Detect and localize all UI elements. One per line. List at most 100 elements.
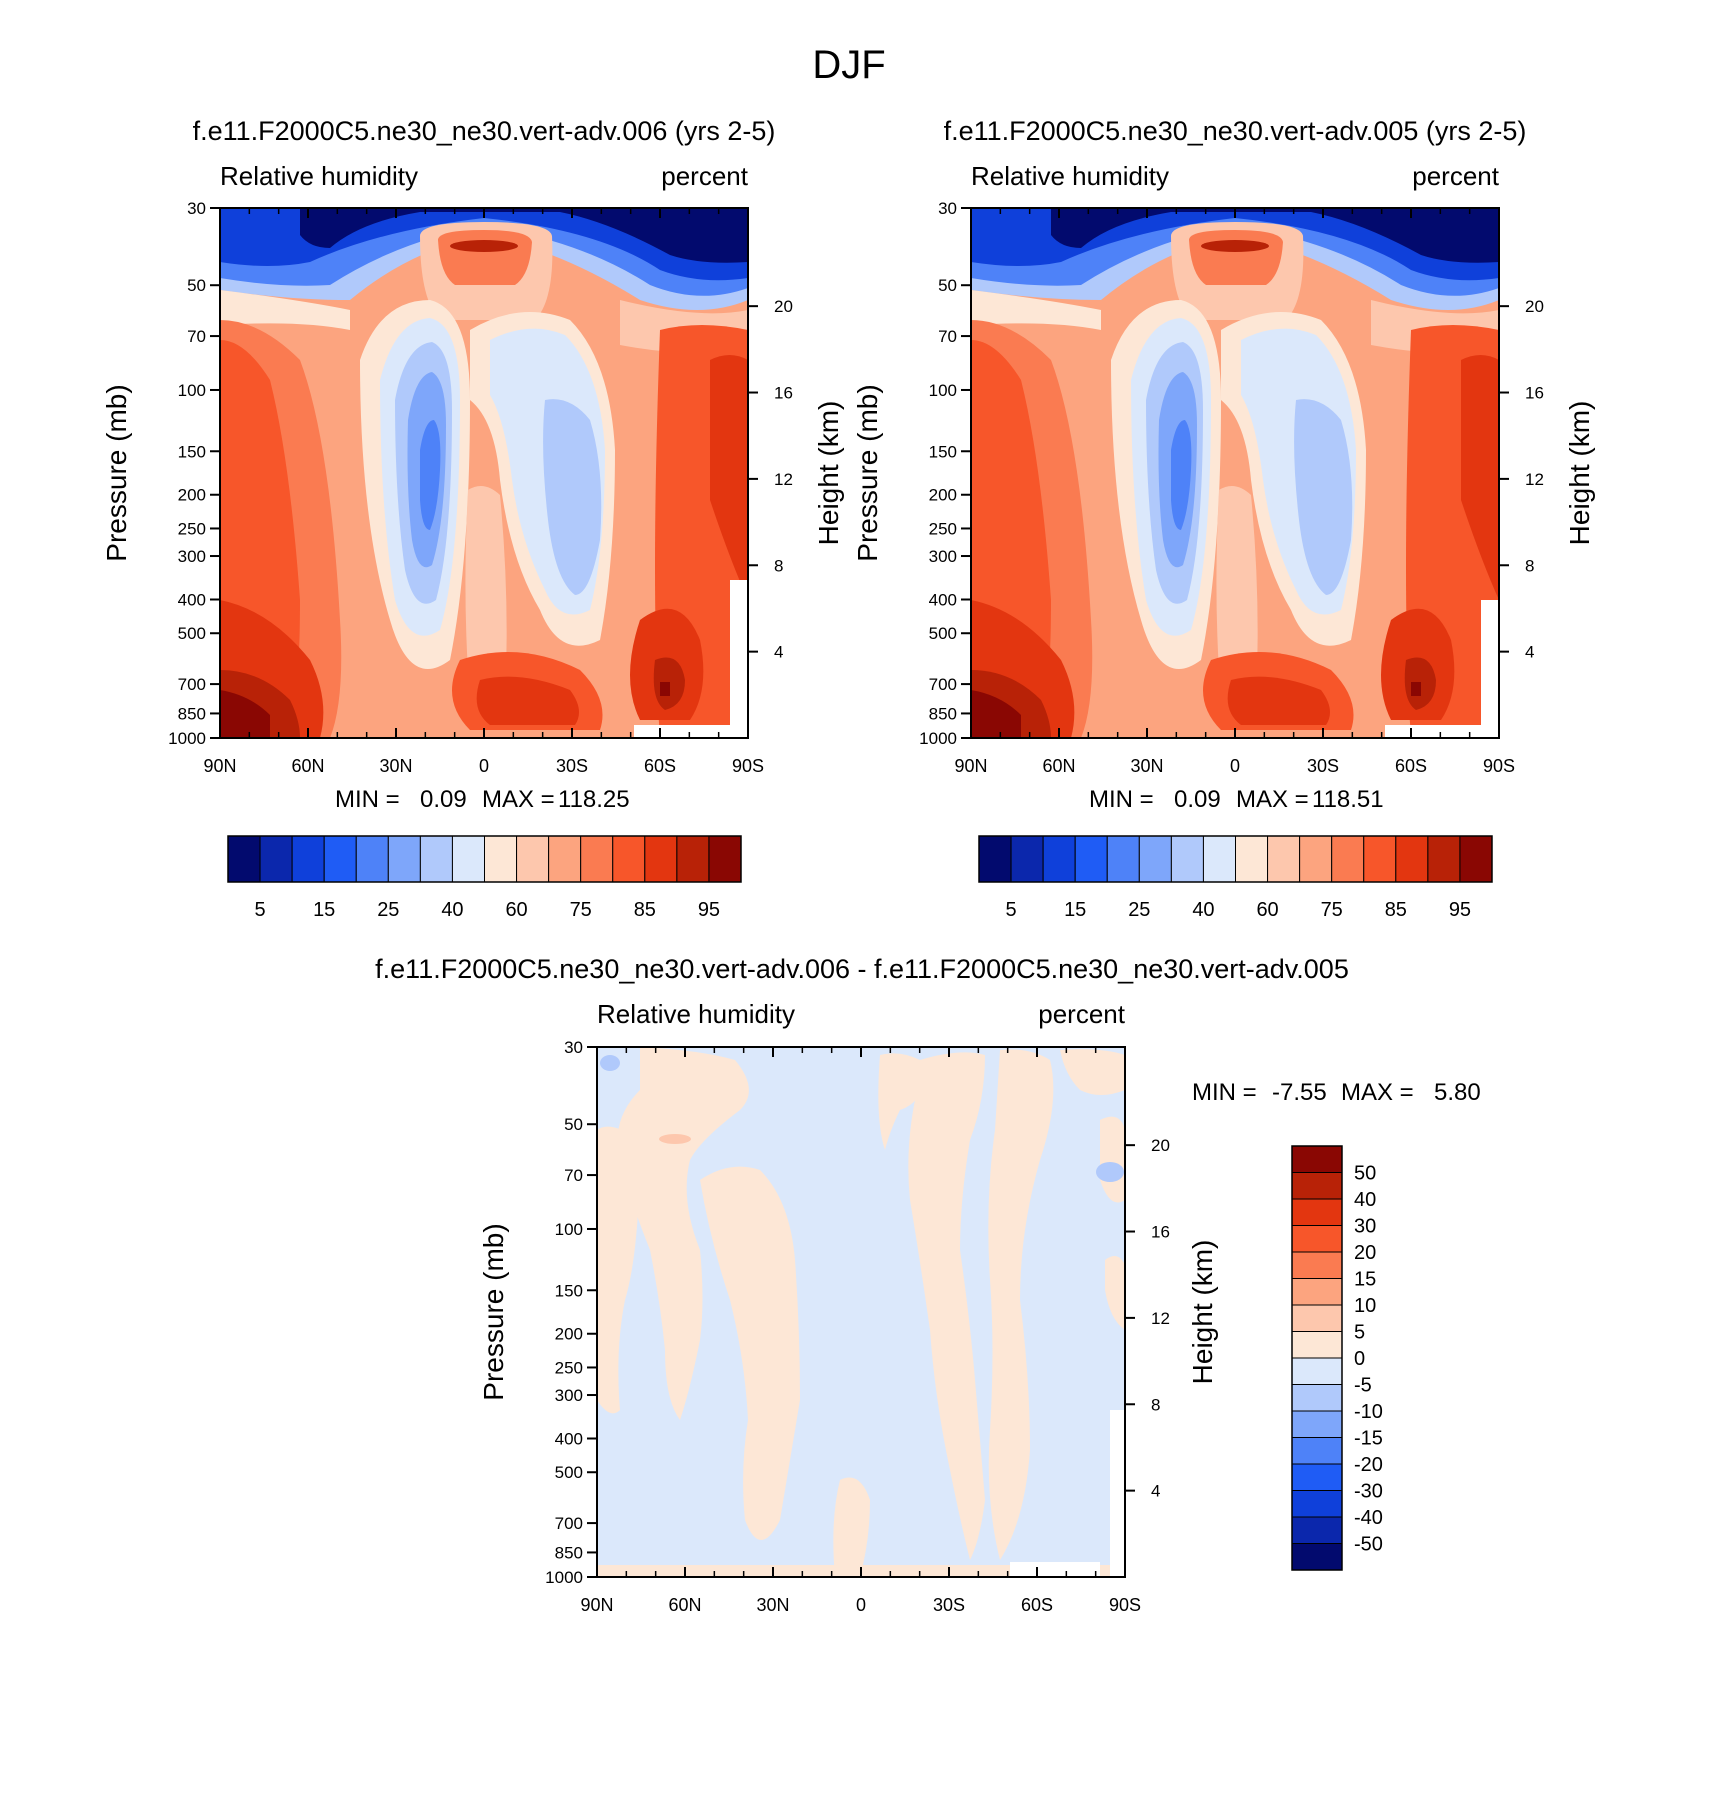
y-tick-label: 200 bbox=[929, 486, 957, 505]
colorbar-box bbox=[1291, 1145, 1343, 1173]
x-tick-label: 90N bbox=[203, 756, 236, 776]
height-tick-label: 8 bbox=[774, 556, 783, 575]
min-label: MIN = bbox=[1192, 1079, 1257, 1106]
colorbar-label: 25 bbox=[377, 899, 399, 921]
colorbar-box bbox=[1427, 835, 1461, 883]
colorbar-label: 40 bbox=[1192, 899, 1214, 921]
colorbar-box bbox=[1202, 835, 1236, 883]
colorbar-label: 5 bbox=[1006, 899, 1017, 921]
colorbar-label: 15 bbox=[313, 899, 335, 921]
colorbar-box bbox=[1331, 835, 1365, 883]
height-tick-label: 8 bbox=[1525, 556, 1534, 575]
y-tick-label: 30 bbox=[187, 199, 206, 218]
figure-title: DJF bbox=[812, 43, 885, 87]
y-axis-label-right: Height (km) bbox=[1564, 401, 1595, 546]
colorbar-label: 50 bbox=[1354, 1163, 1376, 1185]
x-tick-label: 30S bbox=[933, 1595, 965, 1615]
y-axis-label: Pressure (mb) bbox=[478, 1223, 509, 1400]
colorbar-label: 60 bbox=[505, 899, 527, 921]
colorbar-box bbox=[644, 835, 678, 883]
height-ticks: 20 16 12 8 4 bbox=[1499, 297, 1544, 662]
y-tick-label: 50 bbox=[564, 1115, 583, 1134]
x-tick-label: 60S bbox=[1395, 756, 1427, 776]
colorbar-box bbox=[1291, 1251, 1343, 1279]
colorbar-box bbox=[1291, 1463, 1343, 1491]
colorbar-box bbox=[1363, 835, 1397, 883]
units-label: percent bbox=[661, 161, 748, 191]
colorbar-box bbox=[1291, 1357, 1343, 1385]
height-tick-label: 16 bbox=[1151, 1223, 1170, 1242]
panel-2: f.e11.F2000C5.ne30_ne30.vert-adv.005 (yr… bbox=[852, 116, 1595, 921]
height-tick-label: 8 bbox=[1151, 1395, 1160, 1414]
y-tick-label: 300 bbox=[178, 547, 206, 566]
colorbar: 5 15 25 40 60 75 85 95 bbox=[227, 835, 742, 921]
x-tick-label: 0 bbox=[479, 756, 489, 776]
y-tick-label: 500 bbox=[555, 1463, 583, 1482]
height-tick-label: 12 bbox=[774, 470, 793, 489]
colorbar-box bbox=[708, 835, 742, 883]
height-ticks: 20 16 12 8 4 bbox=[1125, 1136, 1170, 1501]
y-axis-label-right: Height (km) bbox=[813, 401, 844, 546]
colorbar-box bbox=[1291, 1172, 1343, 1200]
colorbar-label: -30 bbox=[1354, 1481, 1383, 1503]
x-tick-label: 60N bbox=[291, 756, 324, 776]
contour-field bbox=[220, 208, 748, 738]
y-tick-label: 200 bbox=[555, 1325, 583, 1344]
y-tick-label: 400 bbox=[929, 591, 957, 610]
colorbar-box bbox=[355, 835, 389, 883]
y-tick-label: 700 bbox=[555, 1514, 583, 1533]
x-tick-label: 90S bbox=[1109, 1595, 1141, 1615]
field-name: Relative humidity bbox=[971, 161, 1169, 191]
units-label: percent bbox=[1412, 161, 1499, 191]
y-axis-label: Pressure (mb) bbox=[101, 384, 132, 561]
colorbar-label: 40 bbox=[1354, 1189, 1376, 1211]
min-value: -7.55 bbox=[1272, 1079, 1327, 1106]
y-tick-label: 50 bbox=[938, 276, 957, 295]
x-tick-label: 0 bbox=[1230, 756, 1240, 776]
height-tick-label: 4 bbox=[774, 643, 783, 662]
panel-title: f.e11.F2000C5.ne30_ne30.vert-adv.006 - f… bbox=[375, 954, 1349, 984]
x-tick-label: 90N bbox=[580, 1595, 613, 1615]
max-label: MAX = bbox=[1341, 1079, 1414, 1106]
x-tick-label: 90S bbox=[1483, 756, 1515, 776]
colorbar-box bbox=[484, 835, 518, 883]
x-tick-label: 30N bbox=[379, 756, 412, 776]
colorbar-box bbox=[1106, 835, 1140, 883]
colorbar-box bbox=[259, 835, 293, 883]
colorbar-box bbox=[1267, 835, 1301, 883]
field-name: Relative humidity bbox=[597, 999, 795, 1029]
colorbar-box bbox=[1291, 1410, 1343, 1438]
y-tick-label: 150 bbox=[555, 1281, 583, 1300]
height-tick-label: 20 bbox=[1525, 297, 1544, 316]
min-value: 0.09 bbox=[420, 786, 467, 813]
min-value: 0.09 bbox=[1174, 786, 1221, 813]
colorbar-label: -10 bbox=[1354, 1401, 1383, 1423]
panel-3: f.e11.F2000C5.ne30_ne30.vert-adv.006 - f… bbox=[375, 954, 1481, 1615]
y-tick-label: 850 bbox=[178, 704, 206, 723]
x-ticks: 90N 60N 30N 0 30S 60S 90S bbox=[203, 208, 764, 776]
colorbar-label: 40 bbox=[441, 899, 463, 921]
colorbar-box bbox=[580, 835, 614, 883]
max-value: 118.51 bbox=[1312, 786, 1384, 813]
y-axis-label: Pressure (mb) bbox=[852, 384, 883, 561]
y-tick-label: 250 bbox=[178, 519, 206, 538]
y-tick-label: 70 bbox=[187, 327, 206, 346]
colorbar-box bbox=[291, 835, 325, 883]
colorbar-label: -50 bbox=[1354, 1534, 1383, 1556]
y-tick-label: 100 bbox=[555, 1220, 583, 1239]
height-tick-label: 12 bbox=[1151, 1309, 1170, 1328]
height-tick-label: 16 bbox=[774, 384, 793, 403]
colorbar-box bbox=[1235, 835, 1269, 883]
colorbar-box bbox=[323, 835, 357, 883]
colorbar-label: 0 bbox=[1354, 1348, 1365, 1370]
y-ticks: 30 50 70 100 150 200 250 300 400 500 700 850 1000 bbox=[545, 1038, 597, 1587]
y-tick-label: 200 bbox=[178, 486, 206, 505]
height-tick-label: 4 bbox=[1151, 1482, 1160, 1501]
y-tick-label: 300 bbox=[929, 547, 957, 566]
colorbar: 5 15 25 40 60 75 85 95 bbox=[978, 835, 1493, 921]
colorbar-box bbox=[1291, 1198, 1343, 1226]
colorbar-label: -20 bbox=[1354, 1454, 1383, 1476]
colorbar-box bbox=[1291, 1437, 1343, 1465]
x-tick-label: 60S bbox=[644, 756, 676, 776]
x-ticks: 90N 60N 30N 0 30S 60S 90S bbox=[580, 1047, 1141, 1615]
